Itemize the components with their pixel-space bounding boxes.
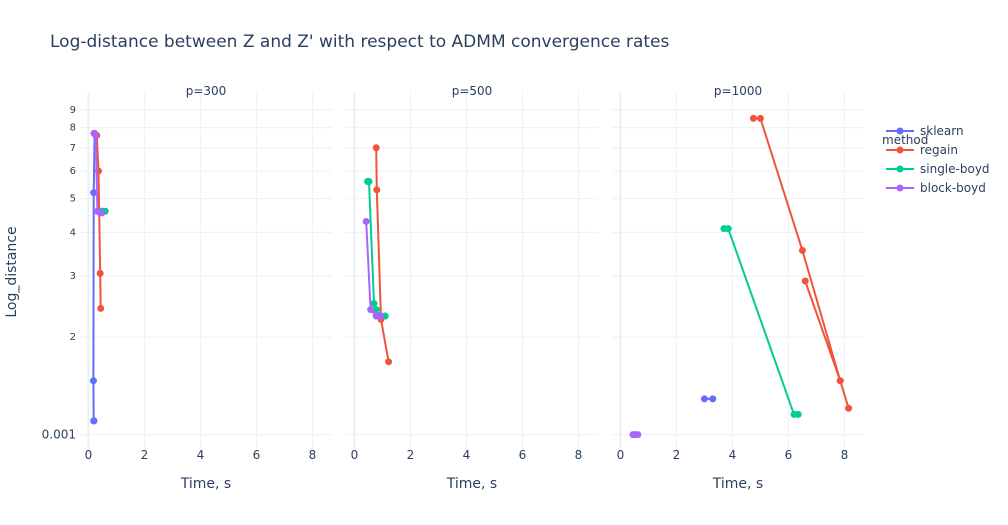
data-point-block-boyd [362, 217, 370, 225]
x-tick-label: 2 [673, 448, 681, 462]
data-point-regain [372, 144, 380, 152]
x-tick-label: 8 [309, 448, 317, 462]
legend-item: single-boyd [886, 162, 990, 176]
y-tick-label: 4 [70, 227, 76, 238]
panel-title: p=500 [452, 84, 493, 98]
data-point-regain [96, 269, 104, 277]
data-point-single-boyd [794, 410, 802, 418]
y-tick-label: 7 [70, 143, 76, 154]
x-tick-label: 6 [785, 448, 793, 462]
data-point-sklearn [709, 395, 717, 403]
x-axis-title: Time, s [712, 476, 763, 492]
data-point-sklearn [700, 395, 708, 403]
panel-title: p=1000 [714, 84, 762, 98]
legend-label: block-boyd [920, 181, 986, 195]
x-axis-title: Time, s [446, 476, 497, 492]
y-tick-label: 8 [70, 123, 76, 134]
legend-marker-regain [896, 146, 904, 154]
y-tick-label: 6 [70, 166, 76, 177]
legend-marker-block-boyd [896, 184, 904, 192]
panel-title: p=300 [186, 84, 227, 98]
x-tick-label: 8 [841, 448, 849, 462]
series-line-regain [375, 147, 390, 362]
x-tick-label: 0 [617, 448, 625, 462]
panel-2: p=500 0 2 4 6 8 Time, s [346, 84, 598, 492]
data-point-regain [373, 186, 381, 194]
data-point-regain [756, 114, 764, 122]
data-point-single-boyd [724, 225, 732, 233]
data-point-sklearn [90, 417, 98, 425]
x-tick-label: 2 [407, 448, 415, 462]
legend-label: single-boyd [920, 162, 990, 176]
data-point-single-boyd [372, 306, 380, 314]
data-point-regain [845, 404, 853, 412]
x-axis-title: Time, s [180, 476, 231, 492]
data-point-single-boyd [370, 299, 378, 307]
x-tick-label: 0 [85, 448, 93, 462]
x-tick-label: 4 [463, 448, 471, 462]
data-point-block-boyd [98, 209, 106, 217]
series-line-single-boyd [724, 227, 799, 416]
y-tick-label: 0.001 [42, 428, 76, 442]
data-point-regain [836, 377, 844, 385]
data-point-block-boyd [377, 312, 385, 320]
data-point-single-boyd [365, 178, 373, 186]
legend-title: method [882, 133, 928, 147]
chart-title: Log-distance between Z and Z' with respe… [50, 32, 670, 52]
x-tick-label: 0 [351, 448, 359, 462]
x-tick-label: 6 [253, 448, 261, 462]
data-point-regain [749, 114, 757, 122]
x-tick-label: 4 [197, 448, 205, 462]
data-point-regain [801, 277, 809, 285]
x-tick-label: 2 [141, 448, 149, 462]
data-point-block-boyd [367, 306, 375, 314]
x-tick-label: 8 [575, 448, 583, 462]
y-tick-label: 2 [70, 332, 76, 343]
data-point-block-boyd [92, 131, 100, 139]
data-point-sklearn [89, 377, 97, 385]
legend-marker-single-boyd [896, 165, 904, 173]
legend-item: sklearn [886, 124, 964, 138]
series-line-regain [95, 135, 102, 309]
legend-marker-sklearn [896, 127, 904, 135]
y-tick-label: 9 [70, 105, 76, 116]
x-tick-label: 6 [519, 448, 527, 462]
panel-1: p=300 0 2 4 6 8 Time, s [80, 84, 332, 492]
legend-label: regain [920, 143, 958, 157]
x-tick-label: 4 [729, 448, 737, 462]
data-point-regain [385, 358, 393, 366]
legend-item: regain [886, 143, 958, 157]
y-tick-label: 5 [70, 194, 76, 205]
data-point-sklearn [90, 189, 98, 197]
legend-item: block-boyd [886, 181, 986, 195]
data-point-regain [97, 304, 105, 312]
panel-3: p=1000 0 2 4 6 8 Time, s [612, 84, 864, 492]
data-point-block-boyd [634, 431, 642, 439]
series-line-regain [753, 117, 850, 409]
y-tick-label: 3 [70, 271, 76, 282]
legend-label: sklearn [920, 124, 964, 138]
data-point-regain [798, 246, 806, 254]
